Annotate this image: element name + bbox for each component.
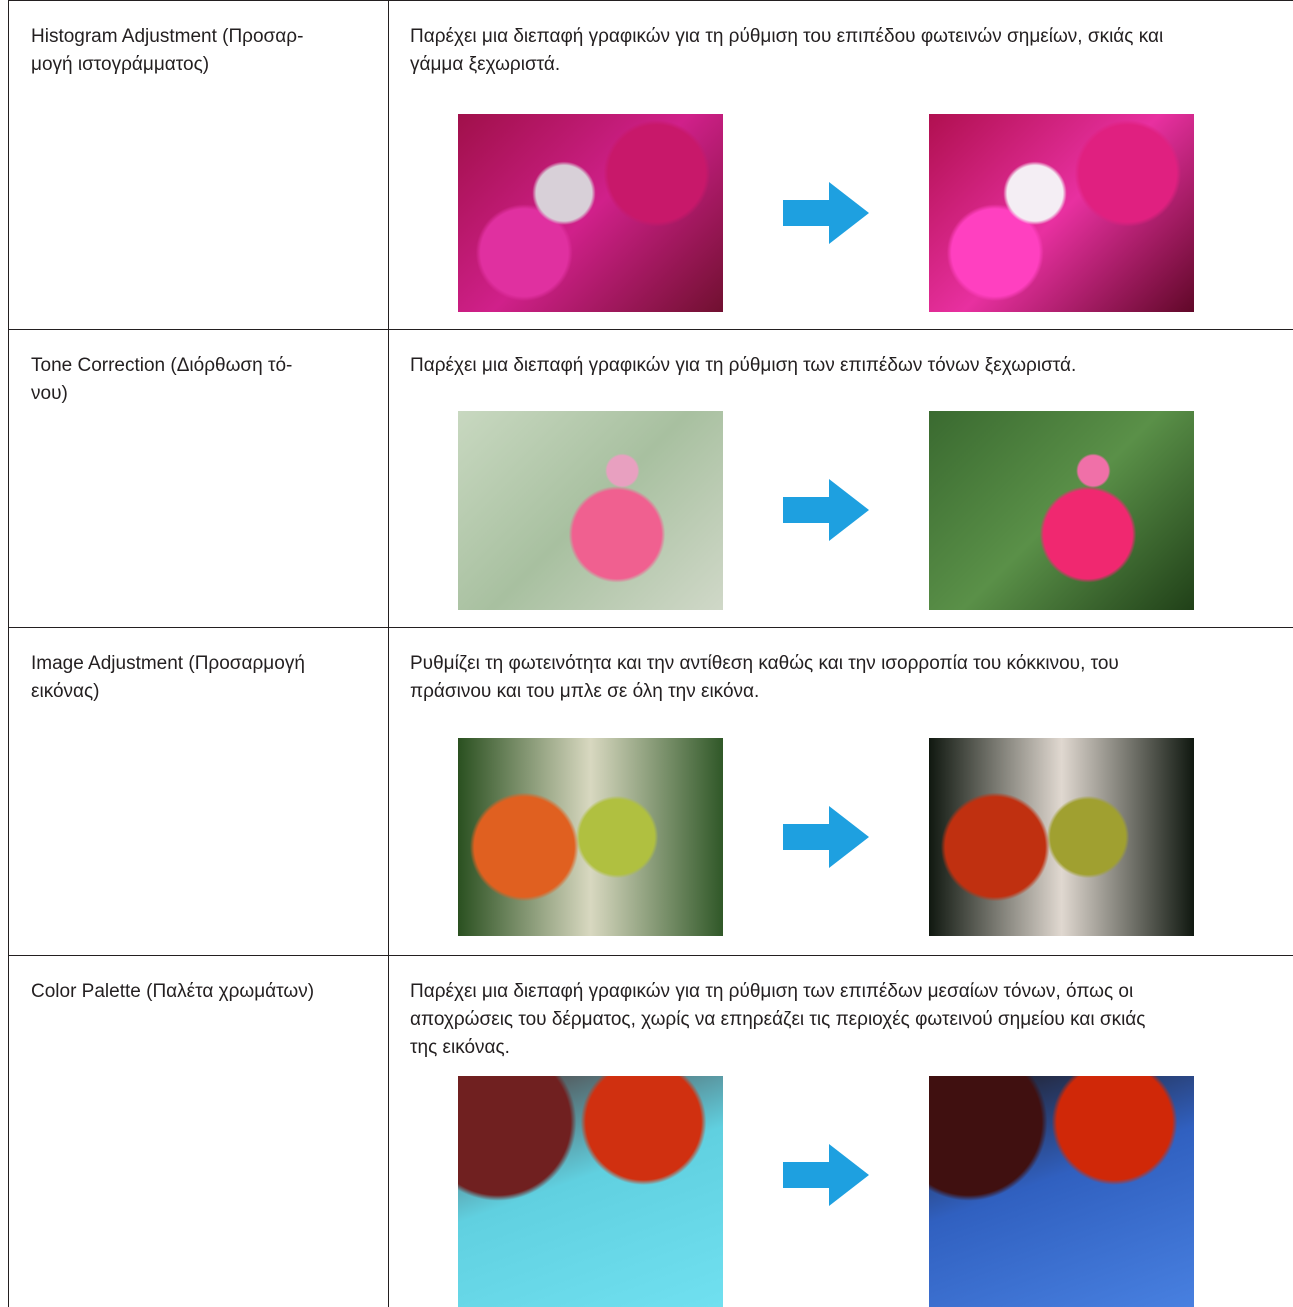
feature-name: Image Adjustment (Προσαρμογή <box>31 653 305 674</box>
feature-name: Histogram Adjustment (Προσαρ- <box>31 26 304 47</box>
before-image <box>458 738 723 936</box>
column-divider <box>388 0 389 1307</box>
row-divider <box>8 0 1293 1</box>
before-image <box>458 1076 723 1307</box>
before-image <box>458 114 723 312</box>
feature-description: Ρυθμίζει τη φωτεινότητα και την αντίθεση… <box>410 653 1119 674</box>
after-image <box>929 411 1194 610</box>
after-image <box>929 1076 1194 1307</box>
feature-description: Παρέχει μια διεπαφή γραφικών για τη ρύθμ… <box>410 355 1077 376</box>
arrow <box>783 1144 869 1206</box>
feature-description: Παρέχει μια διεπαφή γραφικών για τη ρύθμ… <box>410 26 1164 47</box>
row-divider <box>8 329 1293 330</box>
feature-description: της εικόνας. <box>410 1037 510 1058</box>
feature-description: πράσινου και του μπλε σε όλη την εικόνα. <box>410 681 760 702</box>
feature-name: Color Palette (Παλέτα χρωμάτων) <box>31 981 315 1002</box>
feature-description: γάμμα ξεχωριστά. <box>410 54 561 75</box>
feature-name: μογή ιστογράμματος) <box>31 54 210 75</box>
after-image <box>929 114 1194 312</box>
after-image <box>929 738 1194 936</box>
before-image <box>458 411 723 610</box>
feature-name: εικόνας) <box>31 681 100 702</box>
arrow <box>783 806 869 868</box>
arrow <box>783 182 869 244</box>
row-divider <box>8 627 1293 628</box>
feature-description: Παρέχει μια διεπαφή γραφικών για τη ρύθμ… <box>410 981 1134 1002</box>
feature-description: αποχρώσεις του δέρματος, χωρίς να επηρεά… <box>410 1009 1146 1030</box>
feature-name: νου) <box>31 383 68 404</box>
feature-name: Tone Correction (Διόρθωση τό- <box>31 355 293 376</box>
row-divider <box>8 955 1293 956</box>
arrow <box>783 479 869 541</box>
table-border-left <box>8 0 9 1307</box>
